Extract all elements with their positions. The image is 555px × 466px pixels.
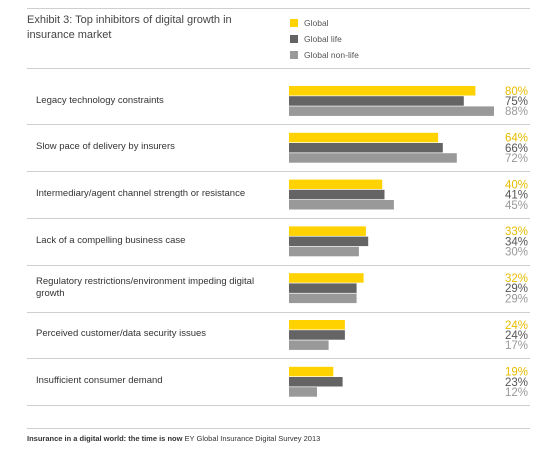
row-divider [27, 218, 530, 219]
value-label: 19% [505, 367, 528, 379]
bar-global-life [289, 189, 385, 200]
value-label: 34% [505, 236, 528, 248]
category-label: Lack of a compelling business case [36, 235, 186, 246]
bar-global-non-life [289, 387, 317, 397]
bar-global [289, 273, 364, 283]
value-label: 66% [505, 143, 528, 155]
legend-label-global-life: Global life [304, 34, 342, 44]
chart-title: Exhibit 3: Top inhibitors of digital gro… [27, 14, 232, 41]
bar-global-life [289, 283, 357, 293]
legend-label-global: Global [304, 18, 329, 28]
category-label: Legacy technology constraints [36, 95, 164, 106]
source-note: Insurance in a digital world: the time i… [27, 434, 320, 443]
category-label: Regulatory restrictions/environment impe… [36, 276, 255, 299]
value-label: 32% [505, 273, 528, 285]
value-label: 41% [505, 190, 528, 202]
bar-global-non-life [289, 246, 359, 257]
row-divider [27, 358, 530, 359]
footer-rule [27, 428, 530, 429]
top-rule [27, 8, 530, 9]
value-label: 29% [505, 283, 528, 295]
legend-swatch-global-non-life [290, 51, 298, 59]
value-label: 40% [505, 179, 528, 191]
bar-global-non-life [289, 106, 494, 116]
row-divider [27, 265, 530, 266]
value-label: 30% [505, 247, 528, 259]
legend: Global Global life Global non-life [290, 15, 359, 63]
value-label: 29% [505, 293, 528, 305]
value-label: 33% [505, 226, 528, 238]
bar-global [289, 226, 366, 236]
bar-global-life [289, 236, 369, 247]
value-label: 64% [505, 133, 528, 145]
value-label: 23% [505, 377, 528, 389]
header-rule [27, 68, 530, 69]
bar-global-life [289, 143, 443, 153]
value-label: 24% [505, 330, 528, 342]
legend-item-global: Global [290, 15, 359, 31]
legend-swatch-global [290, 19, 298, 27]
legend-label-global-non-life: Global non-life [304, 50, 359, 60]
category-label: Intermediary/agent channel strength or r… [36, 188, 246, 199]
row-divider [27, 312, 530, 313]
legend-swatch-global-life [290, 35, 298, 43]
bar-global-life [289, 377, 343, 387]
bar-global-non-life [289, 200, 394, 210]
value-label: 75% [505, 96, 528, 108]
bar-global-life [289, 330, 345, 340]
category-label: Slow pace of delivery by insurers [36, 141, 175, 152]
value-label: 45% [505, 200, 528, 212]
source-detail: EY Global Insurance Digital Survey 2013 [182, 434, 321, 443]
bottom-rule [27, 405, 530, 406]
source-title: Insurance in a digital world: the time i… [27, 434, 183, 443]
value-label: 72% [505, 153, 528, 165]
category-label: Perceived customer/data security issues [36, 328, 207, 339]
value-label: 17% [505, 340, 528, 352]
legend-item-global-non-life: Global non-life [290, 47, 359, 63]
bar-global [289, 366, 334, 377]
legend-item-global-life: Global life [290, 31, 359, 47]
category-label: Insufficient consumer demand [36, 375, 163, 386]
bar-global [289, 179, 383, 190]
bar-global-non-life [289, 293, 357, 304]
value-label: 24% [505, 320, 528, 332]
row-divider [27, 171, 530, 172]
bar-global-non-life [289, 340, 329, 350]
bar-global-life [289, 96, 464, 106]
bar-global [289, 132, 439, 143]
value-label: 88% [505, 106, 528, 118]
bar-global [289, 320, 345, 330]
value-label: 12% [505, 387, 528, 399]
bar-global [289, 86, 476, 96]
value-label: 80% [505, 86, 528, 98]
bar-global-non-life [289, 153, 457, 163]
row-divider [27, 124, 530, 125]
